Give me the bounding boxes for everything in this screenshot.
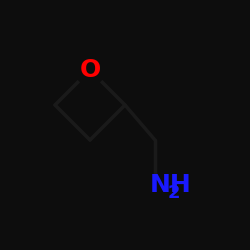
Text: 2: 2 <box>168 184 180 202</box>
Text: O: O <box>80 58 100 82</box>
Text: NH: NH <box>150 173 192 197</box>
